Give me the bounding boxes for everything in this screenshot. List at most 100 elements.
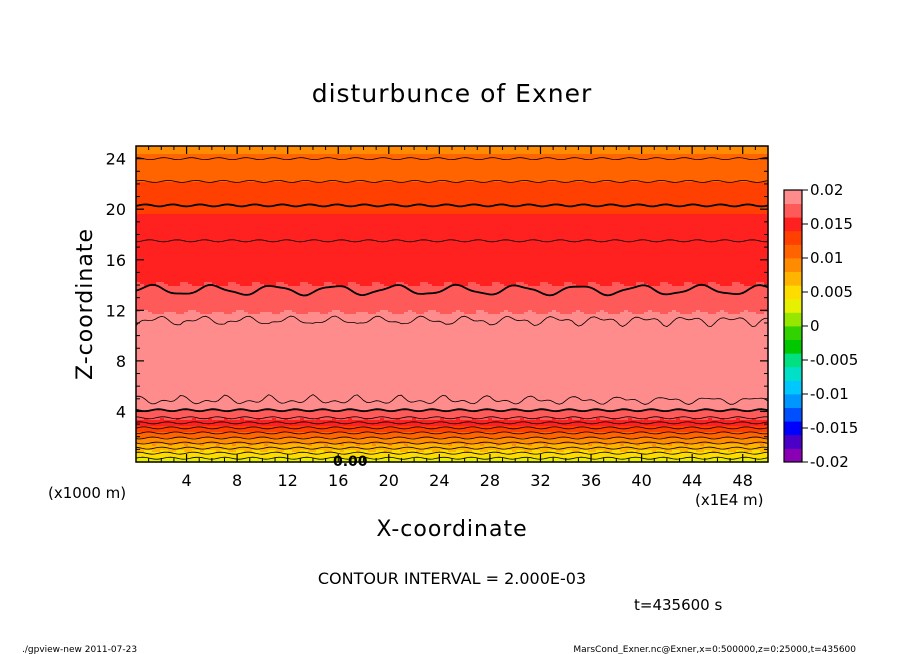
field-cell [424,174,429,177]
field-cell [624,178,629,181]
field-cell [500,168,505,171]
field-cell [568,148,573,151]
field-cell [456,164,461,167]
field-cell [576,156,581,159]
field-cell [656,194,661,197]
field-cell [600,180,605,183]
field-cell [708,152,713,155]
field-cell [744,172,749,175]
field-cell [328,148,333,151]
field-cell [580,186,585,189]
field-cell [184,162,189,165]
field-cell [192,172,197,175]
field-cell [260,174,265,177]
field-cell [756,192,761,195]
field-cell [444,194,449,197]
field-cell [696,188,701,191]
field-cell [600,166,605,169]
field-cell [568,196,573,199]
field-cell [484,168,489,171]
field-cell [228,184,233,187]
field-cell [648,166,653,169]
field-cell [552,154,557,157]
field-cell [760,158,765,161]
field-cell [280,198,285,201]
field-cell [212,162,217,165]
field-cell [292,166,297,169]
field-cell [408,164,413,167]
field-cell [676,186,681,189]
field-cell [668,160,673,163]
field-cell [268,176,273,179]
field-cell [712,170,717,173]
field-cell [352,158,357,161]
field-cell [252,192,257,195]
field-cell [580,146,585,149]
field-cell [492,164,497,167]
field-cell [460,178,465,181]
field-cell [548,186,553,189]
field-cell [656,182,661,185]
field-cell [300,182,305,185]
field-cell [612,168,617,171]
field-cell [684,166,689,169]
field-cell [244,192,249,195]
field-cell [428,170,433,173]
field-cell [560,168,565,171]
field-cell [428,168,433,171]
field-cell [352,190,357,193]
field-cell [544,190,549,193]
field-cell [444,176,449,179]
field-cell [412,166,417,169]
field-cell [580,192,585,195]
field-cell [488,164,493,167]
field-cell [464,164,469,167]
field-cell [532,196,537,199]
field-cell [468,192,473,195]
field-cell [248,178,253,181]
field-cell [604,198,609,201]
field-cell [396,182,401,185]
field-cell [356,168,361,171]
field-cell [384,198,389,201]
field-cell [240,178,245,181]
field-cell [404,180,409,183]
field-cell [620,154,625,157]
field-cell [376,150,381,153]
field-cell [568,170,573,173]
field-cell [708,154,713,157]
field-cell [208,150,213,153]
field-cell [560,190,565,193]
field-cell [148,172,153,175]
field-cell [652,170,657,173]
field-cell [632,156,637,159]
field-cell [480,152,485,155]
field-cell [548,150,553,153]
field-cell [172,154,177,157]
field-cell [148,176,153,179]
field-cell [748,192,753,195]
field-cell [244,198,249,201]
field-cell [224,174,229,177]
field-cell [292,152,297,155]
field-cell [560,162,565,165]
field-cell [368,152,373,155]
field-cell [148,160,153,163]
field-cell [188,166,193,169]
chart-title: disturbunce of Exner [312,79,593,108]
field-cell [508,170,513,173]
field-cell [224,188,229,191]
field-cell [364,150,369,153]
field-cell [256,148,261,151]
field-cell [244,184,249,187]
field-cell [476,186,481,189]
field-cell [296,146,301,149]
field-cell [576,196,581,199]
field-cell [468,176,473,179]
field-cell [440,178,445,181]
field-cell [692,176,697,179]
field-cell [516,152,521,155]
field-cell [468,166,473,169]
field-cell [432,196,437,199]
field-cell [540,154,545,157]
